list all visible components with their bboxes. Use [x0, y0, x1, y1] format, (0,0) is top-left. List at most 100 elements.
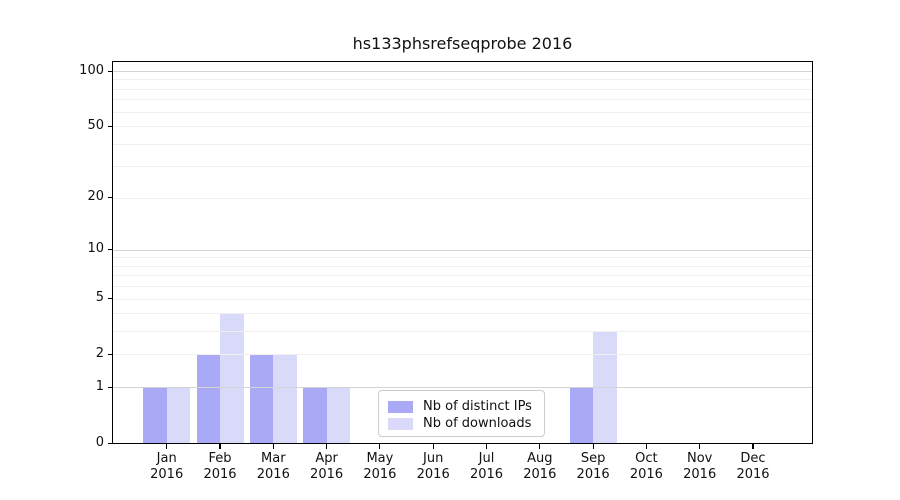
minor-gridline [113, 354, 812, 356]
legend-swatch-downloads [388, 417, 413, 430]
x-tick-month: Apr [315, 451, 338, 466]
x-tick-month: Mar [261, 451, 286, 466]
x-tick [592, 444, 594, 449]
x-tick-label: Dec 2016 [723, 451, 783, 483]
x-tick-label: Oct 2016 [616, 451, 676, 483]
x-tick-year: 2016 [310, 467, 344, 482]
minor-gridline [113, 111, 812, 113]
x-tick-label: Sep 2016 [563, 451, 623, 483]
x-tick-month: Jun [423, 451, 444, 466]
minor-gridline [113, 298, 812, 300]
y-tick-label: 5 [95, 290, 104, 306]
x-tick-label: Feb 2016 [190, 451, 250, 483]
x-tick [752, 444, 754, 449]
x-tick-month: May [366, 451, 394, 466]
minor-gridline [113, 99, 812, 101]
y-tick-label: 2 [95, 345, 104, 361]
x-tick [219, 444, 221, 449]
x-tick-label: Aug 2016 [510, 451, 570, 483]
y-tick [108, 298, 112, 300]
x-tick [699, 444, 701, 449]
x-tick-year: 2016 [150, 467, 184, 482]
y-tick [108, 249, 112, 251]
y-tick [108, 442, 112, 444]
y-tick-label: 10 [87, 241, 104, 257]
x-tick-year: 2016 [203, 467, 237, 482]
minor-gridline [113, 126, 812, 128]
major-gridline [113, 71, 812, 73]
minor-gridline [113, 166, 812, 168]
minor-gridline [113, 286, 812, 288]
x-tick-label: Jul 2016 [457, 451, 517, 483]
x-tick [432, 444, 434, 449]
x-tick [272, 444, 274, 449]
y-tick-label: 50 [87, 117, 104, 133]
chart-title: hs133phsrefseqprobe 2016 [352, 34, 573, 53]
x-tick-year: 2016 [576, 467, 610, 482]
x-tick-year: 2016 [736, 467, 770, 482]
x-tick-label: Apr 2016 [297, 451, 357, 483]
x-tick-month: Aug [527, 451, 553, 466]
x-tick [379, 444, 381, 449]
legend-item-downloads: Nb of downloads [388, 415, 534, 432]
minor-gridline [113, 143, 812, 145]
minor-gridline [113, 79, 812, 81]
bar-distinct-ips-feb [196, 354, 220, 443]
x-tick-year: 2016 [469, 467, 504, 482]
x-tick-month: Jan [156, 451, 177, 466]
x-tick-year: 2016 [683, 467, 717, 482]
x-tick-month: Oct [635, 451, 658, 466]
x-tick-month: Dec [740, 451, 766, 466]
bar-downloads-feb [220, 313, 244, 443]
bar-distinct-ips-jan [143, 387, 167, 443]
x-tick [645, 444, 647, 449]
y-tick [108, 125, 112, 127]
x-tick-year: 2016 [523, 467, 557, 482]
x-tick-label: Jan 2016 [137, 451, 197, 483]
y-tick-label: 20 [87, 189, 104, 205]
legend-label-downloads: Nb of downloads [423, 416, 532, 431]
minor-gridline [113, 275, 812, 277]
y-tick-label: 100 [79, 62, 104, 78]
x-tick-month: Feb [208, 451, 232, 466]
minor-gridline [113, 197, 812, 199]
plot-area: 0 1 2 5 10 20 50 100 Jan 2016 Feb 2016 Mar 2016 Apr 201… [79, 61, 813, 482]
x-tick [166, 444, 168, 449]
minor-gridline [113, 331, 812, 333]
y-tick [108, 70, 112, 72]
bar-distinct-ips-sep [569, 387, 594, 443]
legend-label-distinct-ips: Nb of distinct IPs [423, 399, 532, 414]
bar-downloads-apr [326, 387, 351, 443]
x-tick-label: Mar 2016 [243, 451, 303, 483]
y-tick-label: 0 [95, 434, 104, 450]
y-tick [108, 386, 112, 388]
x-tick-label: Nov 2016 [670, 451, 730, 483]
x-tick-year: 2016 [416, 467, 450, 482]
minor-gridline [113, 88, 812, 90]
x-tick [485, 444, 488, 449]
x-tick-year: 2016 [629, 467, 663, 482]
x-tick-month: Jul [478, 451, 495, 466]
x-tick-label: Jun 2016 [403, 451, 463, 483]
x-tick-year: 2016 [256, 467, 290, 482]
y-tick [108, 197, 112, 199]
bar-distinct-ips-apr [303, 387, 327, 443]
bar-downloads-jan [166, 387, 191, 443]
x-tick-month: Sep [580, 451, 606, 466]
y-tick [108, 353, 112, 356]
major-gridline [113, 387, 812, 389]
legend: Nb of distinct IPs Nb of downloads [378, 390, 545, 437]
x-tick-month: Nov [687, 451, 713, 466]
x-tick-year: 2016 [363, 467, 397, 482]
y-tick-label: 1 [95, 378, 104, 394]
legend-swatch-distinct-ips [388, 400, 413, 413]
bar-downloads-mar [273, 354, 297, 443]
bar-distinct-ips-mar [249, 354, 274, 443]
minor-gridline [113, 313, 812, 315]
minor-gridline [113, 265, 812, 267]
x-tick [326, 444, 328, 449]
x-tick-label: May 2016 [350, 451, 410, 483]
legend-item-distinct-ips: Nb of distinct IPs [388, 398, 534, 415]
x-tick [539, 444, 541, 449]
